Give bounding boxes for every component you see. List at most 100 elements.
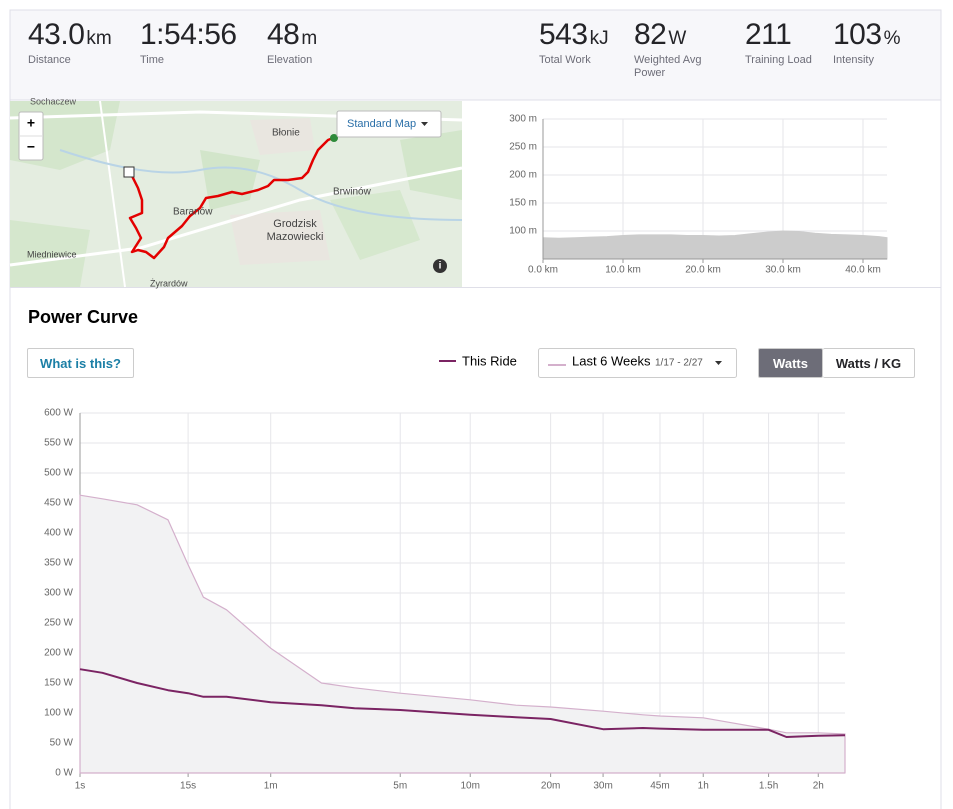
stat-unit: %	[883, 28, 901, 49]
help-button[interactable]: What is this?	[27, 348, 134, 378]
elevation-area	[542, 230, 888, 260]
map-forest	[200, 150, 260, 210]
map-style-label: Standard Map	[347, 118, 416, 130]
stat: 48 m Elevation	[267, 18, 353, 67]
map-forest	[330, 190, 420, 260]
stats-bar	[9, 9, 942, 101]
stat: 103% Intensity	[833, 18, 919, 67]
range-dropdown[interactable]	[538, 348, 737, 378]
map-road	[99, 100, 126, 288]
info-glyph: i	[439, 261, 442, 272]
y-tick-label: 350 W	[44, 558, 73, 569]
map-label: Baranów	[173, 207, 213, 218]
start-marker	[330, 134, 338, 142]
legend-label: This Ride	[462, 353, 517, 368]
map-label: Żyrardów	[150, 278, 188, 288]
x-tick-label: 30.0 km	[765, 265, 801, 276]
y-tick-label: 450 W	[44, 498, 73, 509]
series-line	[79, 668, 846, 738]
finish-marker	[123, 166, 135, 178]
route	[128, 136, 334, 260]
x-tick-label: 1m	[264, 781, 278, 792]
map-town	[230, 210, 330, 265]
y-tick-label: 500 W	[44, 468, 73, 479]
stat-unit: W	[668, 28, 687, 49]
stat-value-row: 543 kJ	[539, 18, 625, 52]
stat-value-row: 48 m	[267, 18, 353, 52]
y-tick-label: 50 W	[50, 738, 74, 749]
map-label: Mazowiecki	[267, 231, 324, 243]
map[interactable]: Sochaczew Błonie Brwinów Baranów Grodzis…	[9, 96, 463, 288]
unit-option[interactable]: Watts / KG	[823, 348, 915, 378]
x-tick-label: 1.5h	[759, 781, 778, 792]
y-tick-label: 0 W	[55, 768, 73, 779]
y-tick-label: 150 m	[509, 198, 537, 209]
stat: 43.0 km Distance	[28, 18, 114, 67]
stat-value-row: 43.0 km	[28, 18, 114, 52]
stat-label: Total Work	[539, 54, 591, 66]
section-title: Power Curve	[28, 307, 138, 327]
x-tick-label: 20m	[541, 781, 560, 792]
x-tick-label: 2h	[813, 781, 824, 792]
unit-toggle: Watts Watts / KG	[758, 348, 915, 378]
range-dates: 1/17 - 2/27	[655, 358, 703, 369]
map-river	[59, 149, 463, 221]
y-tick-label: 100 W	[44, 708, 73, 719]
unit-option[interactable]: Watts	[758, 348, 823, 378]
y-tick-label: 400 W	[44, 528, 73, 539]
stat-label: Weighted Avg Power	[634, 54, 702, 79]
x-tick-label: 10m	[461, 781, 480, 792]
stat-unit: m	[301, 28, 318, 49]
stat-value-row: 103%	[833, 18, 919, 52]
x-tick-label: 0.0 km	[528, 265, 558, 276]
stat-value: 48	[267, 18, 300, 51]
stat-value: 1:54:56	[140, 18, 237, 51]
x-tick-label: 5m	[393, 781, 407, 792]
x-tick-label: 15s	[180, 781, 196, 792]
stat-label: Elevation	[267, 54, 313, 66]
stat-label: Training Load	[745, 54, 812, 66]
x-tick-label: 1h	[698, 781, 709, 792]
stat: 82 W Weighted Avg Power	[634, 18, 720, 80]
y-tick-label: 250 W	[44, 618, 73, 629]
map-forest	[10, 220, 90, 287]
y-tick-label: 200 m	[509, 170, 537, 181]
map-label: Błonie	[272, 128, 300, 139]
zoom-out[interactable]: −	[27, 139, 35, 155]
y-tick-label: 150 W	[44, 678, 73, 689]
stat-label: Intensity	[833, 54, 874, 66]
stat-unit: km	[86, 28, 112, 49]
stat-value: 82	[634, 18, 667, 51]
x-tick-label: 20.0 km	[685, 265, 721, 276]
y-tick-label: 300 m	[509, 114, 537, 125]
x-tick-label: 30m	[593, 781, 612, 792]
stat-value-row: 211	[745, 18, 831, 52]
map-label: Grodzisk	[273, 218, 317, 230]
stat-value-row: 1:54:56	[140, 18, 237, 52]
series-area	[79, 494, 846, 774]
caret	[715, 361, 722, 365]
map-style-button[interactable]	[336, 110, 442, 138]
stat: 211 Training Load	[745, 18, 831, 67]
map-forest	[400, 130, 462, 200]
stat-unit: kJ	[589, 28, 609, 49]
y-tick-label: 300 W	[44, 588, 73, 599]
x-tick-label: 45m	[650, 781, 669, 792]
range-label: Last 6 Weeks	[572, 353, 651, 368]
y-tick-label: 600 W	[44, 408, 73, 419]
x-tick-label: 1s	[75, 781, 86, 792]
info-icon[interactable]	[433, 259, 447, 273]
stat-label: Distance	[28, 54, 71, 66]
y-tick-label: 100 m	[509, 226, 537, 237]
map-road	[9, 166, 463, 267]
map-label: Miedniewice	[27, 249, 77, 259]
map-label: Sochaczew	[30, 96, 77, 106]
zoom-in[interactable]: +	[27, 115, 35, 131]
map-town	[250, 118, 315, 155]
x-tick-label: 40.0 km	[845, 265, 881, 276]
x-tick-label: 10.0 km	[605, 265, 641, 276]
y-tick-label: 250 m	[509, 142, 537, 153]
map-label: Brwinów	[333, 187, 372, 198]
